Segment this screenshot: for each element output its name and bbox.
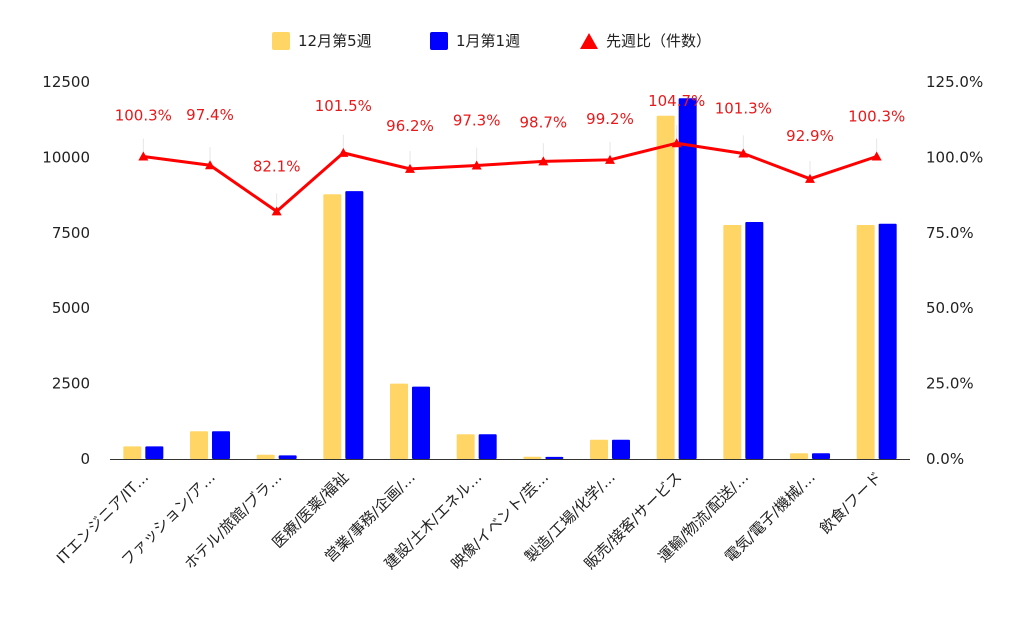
bar-jan-week1	[212, 431, 230, 459]
bar-dec-week5	[390, 383, 408, 459]
ratio-data-label: 97.3%	[453, 112, 501, 130]
bar-dec-week5	[856, 224, 875, 459]
ratio-data-label: 96.2%	[386, 117, 434, 135]
bars	[123, 98, 897, 460]
bar-dec-week5	[456, 434, 475, 459]
legend-swatch-2	[580, 33, 598, 49]
y-left-tick-label: 0	[80, 450, 90, 468]
y-right-tick-label: 25.0%	[926, 375, 974, 393]
bar-jan-week1	[812, 453, 830, 459]
bar-jan-week1	[345, 191, 364, 459]
ratio-point	[738, 148, 749, 158]
category-labels: ITエンジニア/IT…ファッション/ア…ホテル/旅館/ブラ…医療/医薬/福祉営業…	[53, 468, 885, 573]
bar-dec-week5	[590, 439, 608, 459]
y-left-tick-label: 7500	[52, 224, 90, 242]
ratio-point	[205, 160, 215, 170]
ratio-point	[871, 151, 882, 161]
bar-jan-week1	[545, 456, 564, 459]
legend-swatch-1	[430, 32, 448, 50]
y-right-tick-label: 125.0%	[926, 73, 983, 91]
bar-dec-week5	[256, 454, 275, 459]
ratio-data-label: 92.9%	[786, 127, 834, 145]
bar-jan-week1	[478, 434, 497, 459]
ratio-point	[471, 160, 482, 170]
y-right-tick-label: 0.0%	[926, 450, 964, 468]
bar-dec-week5	[523, 456, 542, 459]
bar-jan-week1	[745, 221, 764, 459]
ratio-point	[271, 206, 282, 216]
ratio-data-label: 104.7%	[648, 92, 705, 110]
bar-jan-week1	[145, 446, 164, 459]
ratio-point	[538, 156, 549, 166]
y-left-tick-label: 10000	[42, 148, 90, 166]
x-tick-label: 飲食/フード	[816, 468, 885, 537]
ratio-line: 100.3% 97.4% 82.1% 101.5% 96.2% 97.3% 98.7% 99.…	[115, 92, 905, 216]
axes: 0 2500 5000 7500 10000 12500 0.0% 25.0% 50.0% 75.…	[42, 73, 983, 468]
y-right-tick-label: 75.0%	[926, 224, 974, 242]
ratio-point	[605, 154, 615, 164]
ratio-point	[338, 147, 349, 157]
ratio-point	[805, 173, 815, 183]
y-left-tick-label: 5000	[52, 299, 90, 317]
ratio-data-label: 100.3%	[848, 107, 905, 125]
bar-jan-week1	[278, 455, 297, 459]
y-left-tick-label: 12500	[42, 73, 90, 91]
legend-label-0: 12月第5週	[298, 32, 372, 50]
bar-dec-week5	[323, 194, 342, 460]
y-left-tick-label: 2500	[52, 375, 90, 393]
bar-dec-week5	[723, 224, 742, 459]
bar-jan-week1	[878, 223, 897, 459]
ratio-data-label: 99.2%	[586, 110, 634, 128]
legend-label-2: 先週比（件数）	[606, 32, 711, 50]
ratio-data-label: 100.3%	[115, 106, 172, 124]
bar-jan-week1	[678, 98, 697, 459]
bar-jan-week1	[412, 386, 430, 459]
y-right-tick-label: 100.0%	[926, 148, 983, 166]
legend-swatch-0	[272, 32, 290, 50]
ratio-data-label: 97.4%	[186, 106, 234, 124]
ratio-data-label: 101.3%	[715, 99, 772, 117]
bar-dec-week5	[190, 431, 208, 459]
bar-jan-week1	[612, 439, 630, 459]
bar-dec-week5	[123, 446, 142, 459]
ratio-point	[405, 163, 415, 173]
bar-dec-week5	[790, 453, 808, 459]
ratio-data-label: 98.7%	[520, 113, 568, 131]
legend: 12月第5週 1月第1週 先週比（件数）	[272, 32, 711, 50]
y-right-tick-label: 50.0%	[926, 299, 974, 317]
legend-label-1: 1月第1週	[456, 32, 520, 50]
bar-dec-week5	[656, 115, 675, 459]
ratio-line-path	[143, 141, 878, 213]
ratio-data-label: 101.5%	[315, 97, 372, 115]
ratio-point	[138, 151, 149, 161]
ratio-point	[671, 138, 682, 148]
ratio-data-label: 82.1%	[253, 157, 301, 175]
